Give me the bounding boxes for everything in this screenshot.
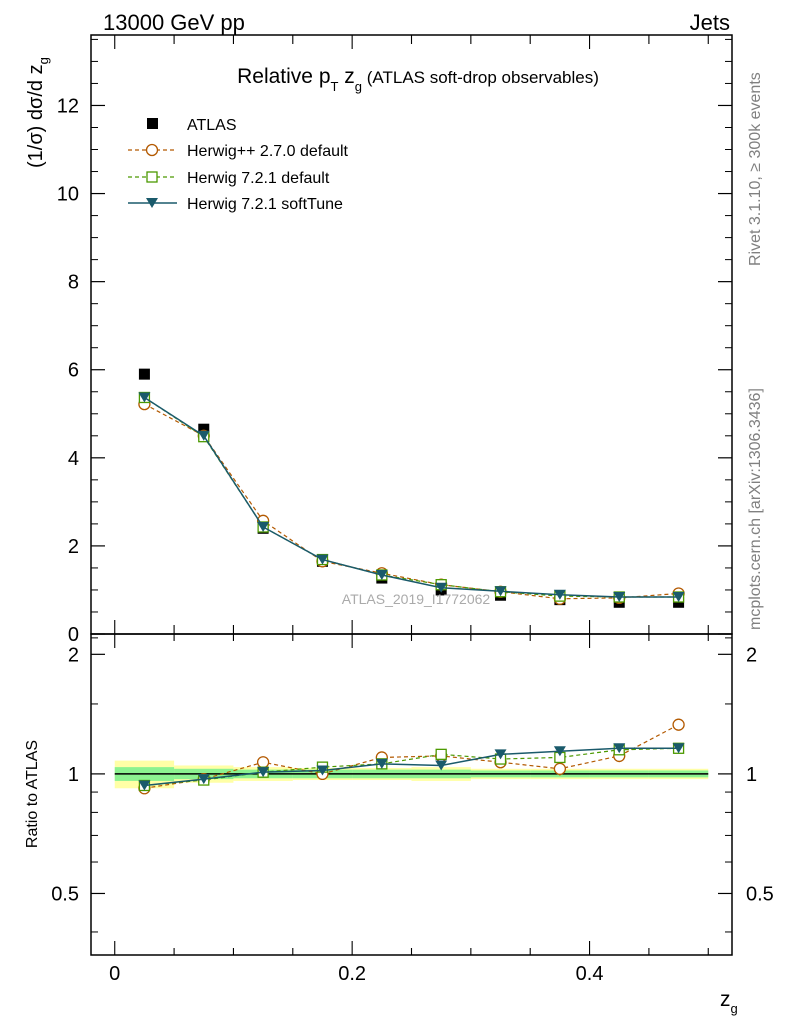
ratio-y-tick-label-right: 1 xyxy=(746,764,757,786)
main-series-line xyxy=(144,403,679,600)
ratio-data-point xyxy=(613,743,626,754)
main-y-tick-label: 12 xyxy=(57,95,79,117)
legend-label-herwig7-default: Herwig 7.2.1 default xyxy=(187,170,330,187)
main-series-0 xyxy=(138,368,685,608)
ratio-series-2 xyxy=(138,743,685,791)
legend-entry-herwig7-default: Herwig 7.2.1 default xyxy=(128,170,330,187)
main-series-line xyxy=(144,396,679,598)
ratio-data-point xyxy=(375,758,388,769)
ratio-plot-panel: 0.5 0.5 1 1 2 2 0 0.2 0.4 Ratio to ATLAS zg xyxy=(24,633,774,1016)
legend-marker-herwigpp xyxy=(145,143,159,157)
legend-entry-herwigpp: Herwig++ 2.7.0 default xyxy=(128,143,349,160)
ratio-data-point xyxy=(197,774,210,785)
ratio-data-point xyxy=(435,760,448,771)
legend-marker-herwig7-default xyxy=(146,171,158,183)
ratio-frame xyxy=(90,633,733,956)
ratio-data-point xyxy=(553,746,566,757)
x-axis-label: zg xyxy=(720,988,738,1016)
main-data-point xyxy=(257,521,270,532)
ratio-plot-marks xyxy=(114,718,709,795)
legend-entry-herwig7-softtune: Herwig 7.2.1 softTune xyxy=(128,196,343,213)
main-series-2 xyxy=(138,391,685,603)
main-y-tick-label: 10 xyxy=(57,184,79,206)
legend-marker-herwig7-softtune xyxy=(146,198,158,208)
main-data-point xyxy=(613,592,626,603)
main-data-point xyxy=(197,430,210,441)
ratio-data-point xyxy=(435,748,447,760)
ratio-data-point xyxy=(138,780,151,791)
main-data-point xyxy=(494,586,507,597)
ratio-y-tick-label: 1 xyxy=(68,764,79,786)
ratio-y-tick-label-right: 2 xyxy=(746,644,757,666)
header-right: Jets xyxy=(690,10,730,35)
ratio-series-line xyxy=(144,747,679,787)
ratio-data-point xyxy=(257,767,270,778)
ratio-y-tick-label-right: 0.5 xyxy=(746,883,774,905)
main-plot-panel: 0 2 4 6 8 10 12 Relative pT zg (ATLAS soft-dro… xyxy=(25,34,733,646)
ratio-data-point xyxy=(553,762,567,775)
ratio-x-axis: 0 0.2 0.4 xyxy=(109,634,709,985)
ratio-data-point xyxy=(672,743,685,754)
legend-label-atlas: ATLAS xyxy=(187,117,237,134)
main-data-point xyxy=(316,554,329,565)
legend-label-herwigpp: Herwig++ 2.7.0 default xyxy=(187,143,349,160)
main-data-point xyxy=(553,589,566,600)
legend-label-herwig7-softtune: Herwig 7.2.1 softTune xyxy=(187,196,343,213)
main-x-axis xyxy=(114,35,709,634)
ratio-data-point xyxy=(316,765,329,776)
ratio-data-point xyxy=(256,756,270,769)
analysis-label: ATLAS_2019_I1772062 xyxy=(342,591,491,607)
ratio-series-line xyxy=(144,747,679,787)
main-y-axis: 0 2 4 6 8 10 12 xyxy=(57,38,732,646)
main-y-tick-label: 8 xyxy=(68,272,79,294)
rivet-label: Rivet 3.1.10, ≥ 300k events xyxy=(747,72,764,266)
main-series-1 xyxy=(138,397,685,605)
ratio-y-axis: 0.5 0.5 1 1 2 2 xyxy=(51,637,774,933)
main-y-tick-label: 2 xyxy=(68,536,79,558)
main-y-tick-label: 4 xyxy=(68,448,79,470)
main-series-3 xyxy=(138,392,685,603)
main-data-point xyxy=(435,582,448,593)
ratio-y-tick-label: 0.5 xyxy=(51,883,79,905)
main-data-point xyxy=(198,423,210,435)
main-data-point xyxy=(672,592,685,603)
mcplots-label: mcplots.cern.ch [arXiv:1306.3436] xyxy=(747,388,764,630)
main-y-label: (1/σ) dσ/d zg xyxy=(25,57,51,168)
legend: ATLAS Herwig++ 2.7.0 default Herwig 7.2.… xyxy=(128,117,349,213)
ratio-data-point xyxy=(672,718,685,731)
main-data-point xyxy=(138,368,150,380)
main-y-tick-label: 6 xyxy=(68,360,79,382)
legend-marker-atlas xyxy=(147,118,158,129)
main-series-line xyxy=(144,396,679,598)
chart-title: Relative pT zg (ATLAS soft-drop observab… xyxy=(237,65,599,94)
main-plot-marks xyxy=(138,368,685,608)
x-tick-label: 0.2 xyxy=(338,963,366,985)
main-y-tick-label: 0 xyxy=(68,624,79,646)
x-tick-label: 0 xyxy=(109,963,120,985)
ratio-series-line xyxy=(144,724,679,789)
main-data-point xyxy=(375,569,388,580)
header-left: 13000 GeV pp xyxy=(103,10,245,35)
ratio-data-point xyxy=(494,749,507,760)
main-data-point xyxy=(138,392,151,403)
ratio-y-label: Ratio to ATLAS xyxy=(24,740,41,848)
ratio-y-tick-label: 2 xyxy=(68,644,79,666)
x-tick-label: 0.4 xyxy=(576,963,604,985)
legend-entry-atlas: ATLAS xyxy=(147,117,237,134)
